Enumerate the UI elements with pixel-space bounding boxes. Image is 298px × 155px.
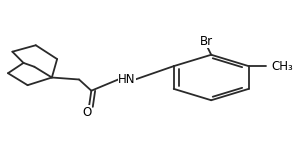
Text: O: O <box>82 106 91 119</box>
Text: Br: Br <box>200 35 213 48</box>
Text: HN: HN <box>118 73 136 86</box>
Text: CH₃: CH₃ <box>271 60 293 73</box>
